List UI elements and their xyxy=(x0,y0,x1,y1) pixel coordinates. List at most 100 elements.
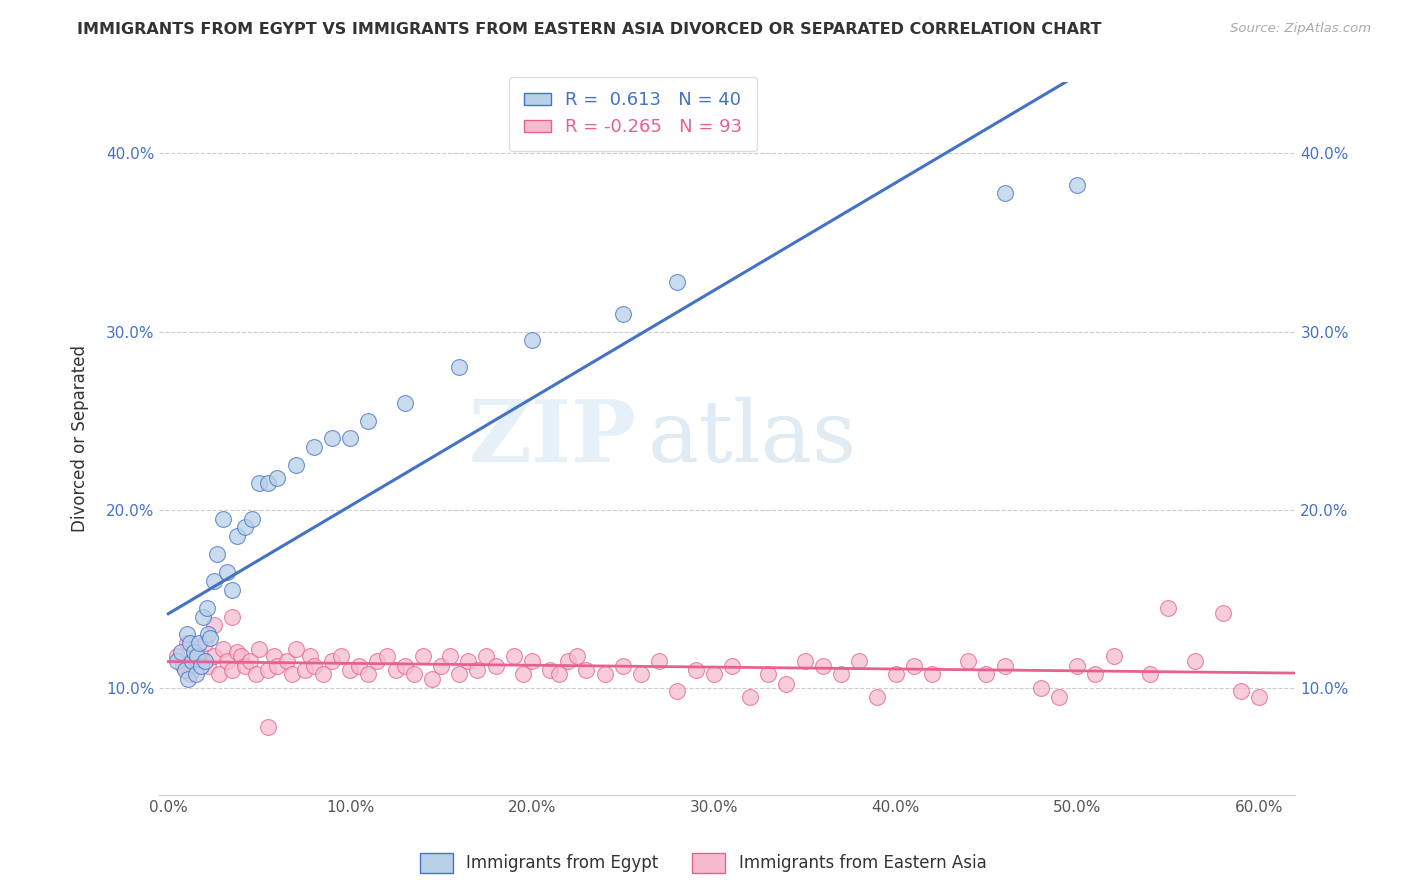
Point xyxy=(366,654,388,668)
Point xyxy=(457,654,479,668)
Point xyxy=(321,654,343,668)
Point xyxy=(430,659,453,673)
Point xyxy=(548,666,571,681)
Point xyxy=(226,529,249,543)
Point xyxy=(666,684,689,698)
Point xyxy=(439,648,461,663)
Point xyxy=(612,307,634,321)
Point xyxy=(449,360,471,375)
Point xyxy=(612,659,634,673)
Point xyxy=(281,666,304,681)
Point xyxy=(848,654,870,668)
Point xyxy=(921,666,943,681)
Point xyxy=(172,659,194,673)
Point xyxy=(266,470,288,484)
Point xyxy=(394,659,416,673)
Text: Source: ZipAtlas.com: Source: ZipAtlas.com xyxy=(1230,22,1371,36)
Point xyxy=(1102,648,1125,663)
Point xyxy=(1212,606,1234,620)
Point xyxy=(1139,666,1161,681)
Point xyxy=(181,654,204,668)
Point xyxy=(339,432,361,446)
Point xyxy=(226,645,249,659)
Point xyxy=(215,654,238,668)
Point xyxy=(357,666,380,681)
Point xyxy=(475,648,498,663)
Point xyxy=(257,475,280,490)
Point xyxy=(266,659,288,673)
Point xyxy=(194,636,217,650)
Point xyxy=(449,666,471,681)
Point xyxy=(1157,600,1180,615)
Point xyxy=(194,654,217,668)
Point xyxy=(994,659,1017,673)
Point xyxy=(284,458,307,472)
Point xyxy=(402,666,425,681)
Point xyxy=(1047,690,1070,704)
Point xyxy=(685,663,707,677)
Point xyxy=(593,666,616,681)
Point xyxy=(190,659,212,673)
Point xyxy=(173,663,195,677)
Point xyxy=(166,648,188,663)
Point xyxy=(186,654,208,668)
Point xyxy=(239,654,262,668)
Point xyxy=(257,663,280,677)
Point xyxy=(202,618,225,632)
Point xyxy=(575,663,598,677)
Point xyxy=(184,666,207,681)
Point xyxy=(212,641,235,656)
Point xyxy=(276,654,298,668)
Point xyxy=(666,275,689,289)
Point xyxy=(567,648,589,663)
Point xyxy=(166,654,188,668)
Point xyxy=(221,609,243,624)
Point xyxy=(994,186,1017,200)
Point xyxy=(866,690,889,704)
Point xyxy=(557,654,579,668)
Point xyxy=(630,666,652,681)
Point xyxy=(1084,666,1107,681)
Point xyxy=(176,636,198,650)
Point xyxy=(775,677,797,691)
Point xyxy=(1066,659,1088,673)
Point xyxy=(830,666,852,681)
Legend: Immigrants from Egypt, Immigrants from Eastern Asia: Immigrants from Egypt, Immigrants from E… xyxy=(413,847,993,880)
Point xyxy=(394,396,416,410)
Point xyxy=(245,666,267,681)
Point xyxy=(240,511,263,525)
Point xyxy=(215,565,238,579)
Point xyxy=(212,511,235,525)
Point xyxy=(312,666,335,681)
Point xyxy=(208,666,231,681)
Point xyxy=(538,663,561,677)
Point xyxy=(321,432,343,446)
Point xyxy=(197,627,219,641)
Point xyxy=(339,663,361,677)
Point xyxy=(738,690,761,704)
Point xyxy=(520,334,543,348)
Point xyxy=(357,414,380,428)
Point xyxy=(284,641,307,656)
Point xyxy=(502,648,524,663)
Point xyxy=(1066,178,1088,193)
Point xyxy=(183,641,205,656)
Point xyxy=(229,648,252,663)
Point xyxy=(811,659,834,673)
Point xyxy=(302,440,325,454)
Point xyxy=(756,666,779,681)
Point xyxy=(257,720,280,734)
Point xyxy=(512,666,534,681)
Point xyxy=(375,648,398,663)
Point xyxy=(170,645,193,659)
Point xyxy=(191,609,214,624)
Point xyxy=(176,627,198,641)
Point xyxy=(247,475,270,490)
Point xyxy=(1249,690,1271,704)
Point xyxy=(177,672,200,686)
Y-axis label: Divorced or Separated: Divorced or Separated xyxy=(72,345,89,532)
Point xyxy=(1230,684,1253,698)
Point xyxy=(221,663,243,677)
Point xyxy=(349,659,371,673)
Point xyxy=(721,659,744,673)
